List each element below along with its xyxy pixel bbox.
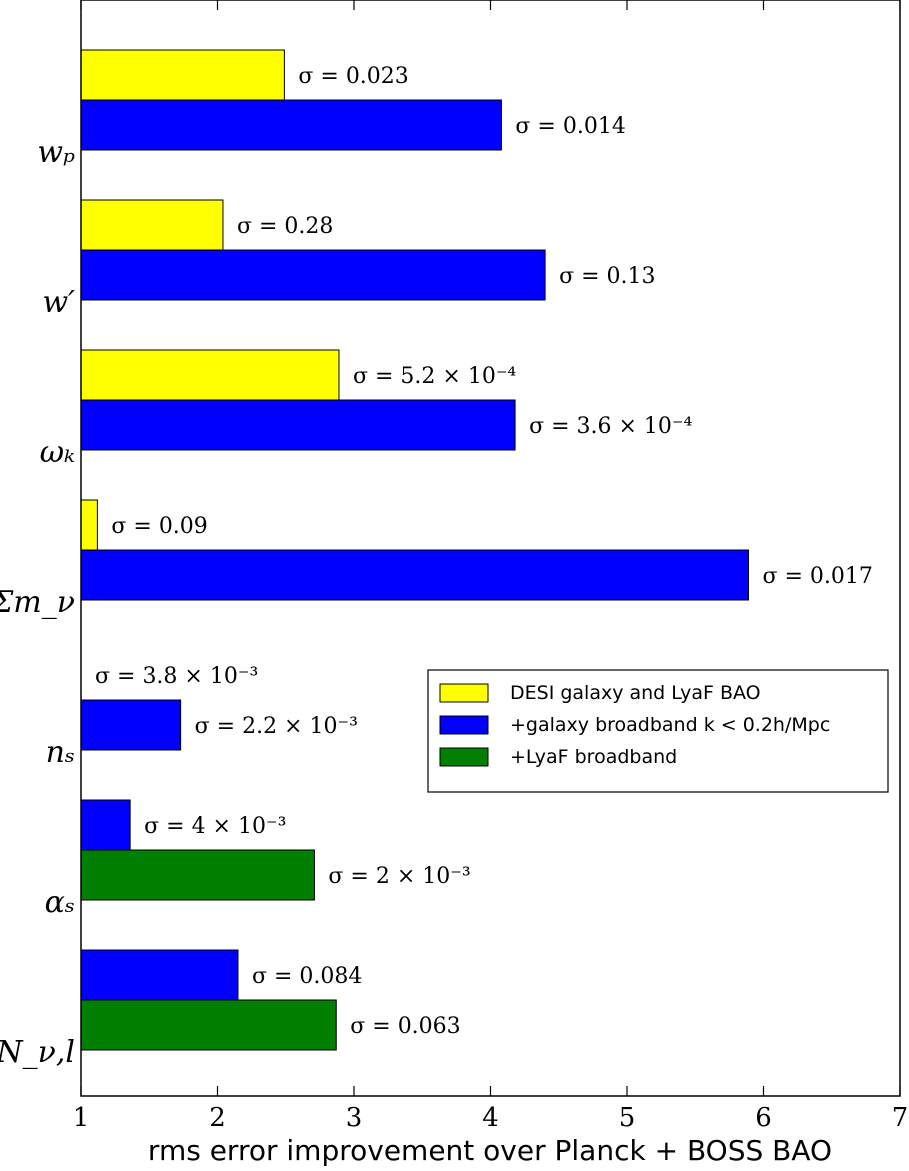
legend-label: +LyaF broadband [510, 746, 677, 768]
x-tick-label: 5 [619, 1103, 636, 1133]
category-label: N_ν,l [0, 1035, 75, 1070]
bar-alpha-s-1 [80, 849, 315, 901]
category-label: ωₖ [40, 435, 75, 470]
bar-annotation: σ = 0.28 [237, 214, 333, 239]
x-axis: 1 2 3 4 5 6 7 [73, 0, 909, 1133]
x-tick-label: 1 [73, 1103, 90, 1133]
category-label: wₚ [37, 135, 75, 170]
category-label: nₛ [46, 735, 75, 770]
legend-label: DESI galaxy and LyaF BAO [510, 682, 761, 704]
bar-annotation: σ = 0.084 [252, 964, 362, 989]
bars-layer [80, 49, 749, 1051]
x-tick-label: 3 [346, 1103, 363, 1133]
bar-annotation: σ = 0.13 [559, 264, 655, 289]
bar-annotation: σ = 0.014 [515, 114, 625, 139]
bar-annotations: σ = 0.023 σ = 0.014 σ = 0.28 σ = 0.13 σ = 5.… [95, 64, 873, 1039]
bar-w--1 [80, 249, 546, 301]
legend-label: +galaxy broadband k < 0.2h/Mpc [510, 714, 830, 736]
bar-w-p-0 [80, 49, 285, 101]
legend-swatch [439, 715, 489, 735]
x-tick-label: 7 [892, 1103, 909, 1133]
category-label: Σm_ν [0, 585, 75, 620]
bar-n-s-1 [80, 699, 182, 751]
y-axis-labels: wₚ w′ ωₖ Σm_ν nₛ αₛ N_ν,l [0, 135, 75, 1070]
bar-annotation: σ = 0.09 [111, 514, 207, 539]
bar-annotation: σ = 2 × 10⁻³ [328, 864, 470, 889]
bar-annotation: σ = 5.2 × 10⁻⁴ [353, 364, 516, 389]
bar-annotation: σ = 4 × 10⁻³ [144, 814, 286, 839]
bar-annotation: σ = 0.063 [350, 1014, 460, 1039]
bar-n-nu-l-1 [80, 999, 337, 1051]
bar-alpha-s-0 [80, 799, 131, 851]
legend-swatch [439, 683, 489, 703]
x-axis-label: rms error improvement over Planck + BOSS… [148, 1134, 832, 1167]
category-label: αₛ [45, 885, 75, 920]
bar-annotation: σ = 3.6 × 10⁻⁴ [529, 414, 692, 439]
bar-annotation: σ = 0.023 [298, 64, 408, 89]
bar-n-nu-l-0 [80, 949, 239, 1001]
bar-sum-m-nu-0 [80, 499, 98, 551]
x-tick-label: 6 [755, 1103, 772, 1133]
category-label: w′ [43, 285, 76, 320]
x-tick-label: 2 [209, 1103, 226, 1133]
bar-w--0 [80, 199, 224, 251]
bar-annotation: σ = 3.8 × 10⁻³ [95, 664, 258, 689]
legend-frame [427, 669, 889, 793]
plot-frame [80, 0, 901, 1097]
bar-omega-k-1 [80, 399, 516, 451]
bar-sum-m-nu-1 [80, 549, 749, 601]
bar-annotation: σ = 0.017 [762, 564, 872, 589]
x-tick-label: 4 [482, 1103, 499, 1133]
bar-w-p-1 [80, 99, 502, 151]
bar-omega-k-0 [80, 349, 340, 401]
bar-annotation: σ = 2.2 × 10⁻³ [195, 714, 358, 739]
legend: DESI galaxy and LyaF BAO +galaxy broadban… [427, 669, 889, 793]
legend-swatch [439, 747, 489, 767]
